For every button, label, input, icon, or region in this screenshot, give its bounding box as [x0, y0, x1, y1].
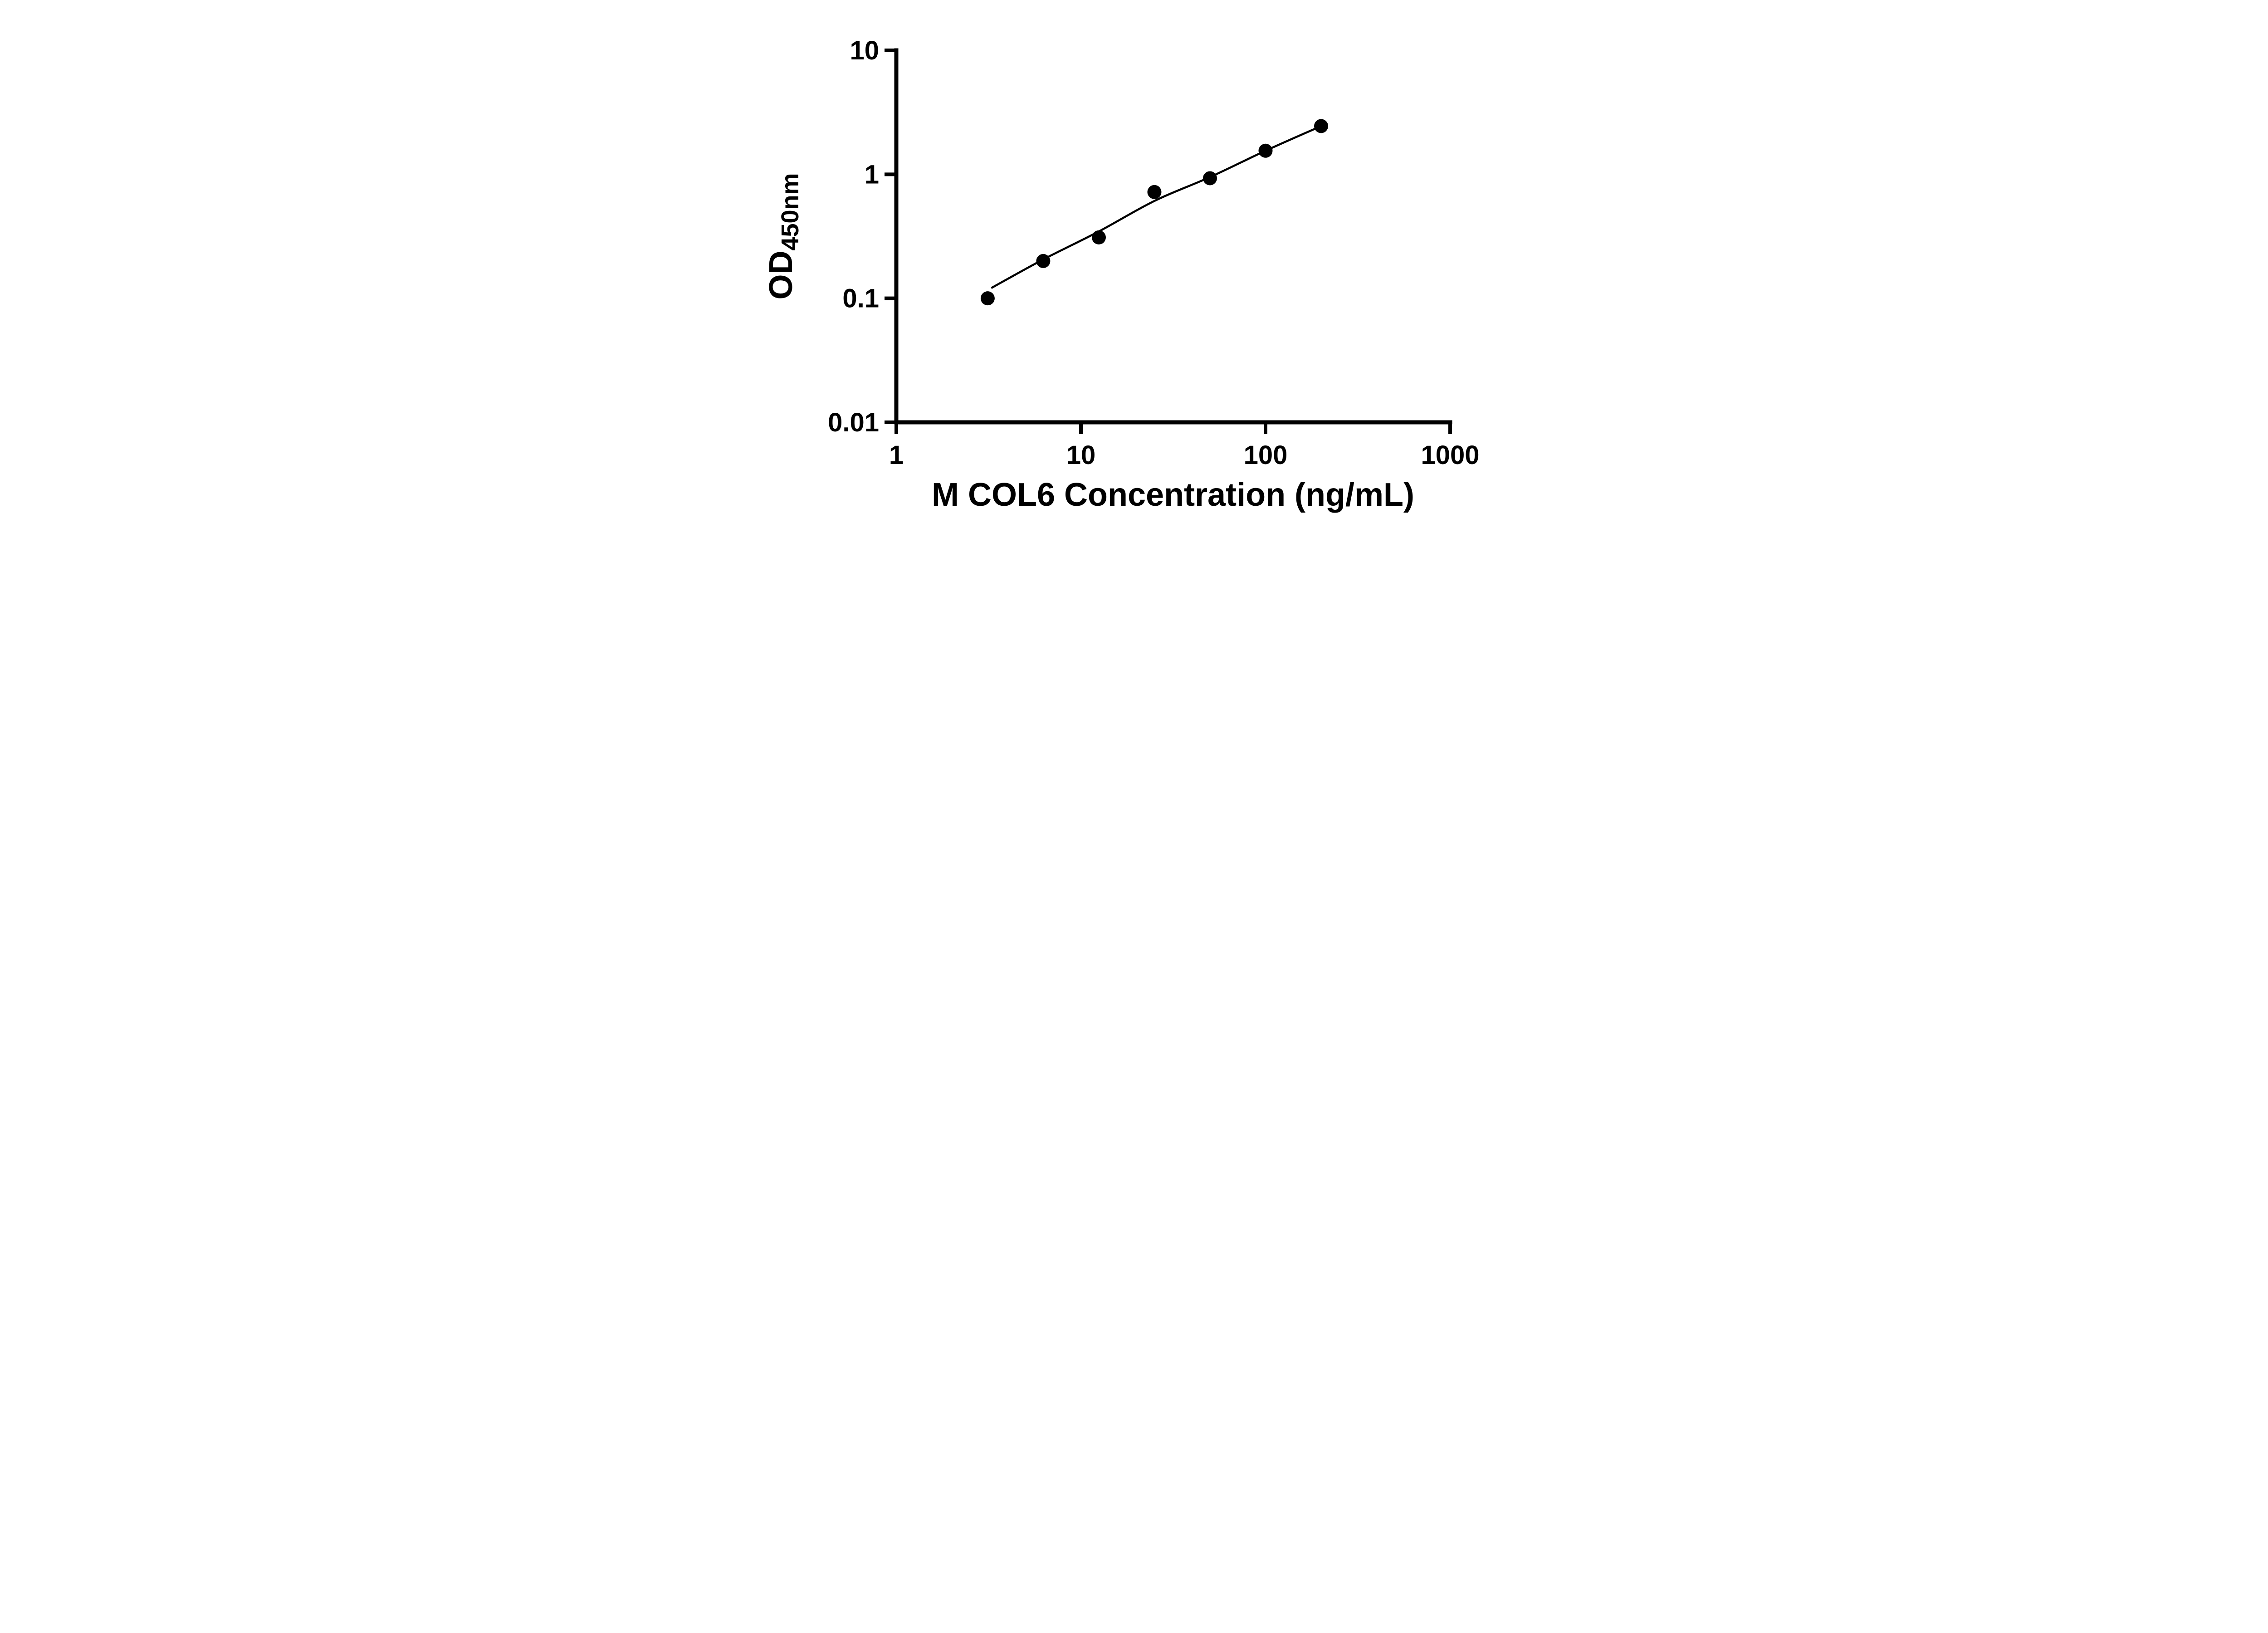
y-axis-tick-label: 0.1 [842, 284, 879, 313]
page: 1 10 100 1000 0.01 0.1 1 10 M COL6 Concentratio… [745, 0, 1523, 544]
elisa-standard-curve-figure: 1 10 100 1000 0.01 0.1 1 10 M COL6 Concentratio… [745, 0, 1523, 544]
data-point [1147, 185, 1162, 199]
y-axis-tick-label: 1 [865, 160, 879, 189]
plot-area: 1 10 100 1000 0.01 0.1 1 10 [828, 36, 1479, 470]
data-point [1258, 143, 1273, 158]
y-axis-tick-label: 0.01 [828, 408, 879, 437]
x-axis-tick-label: 10 [1066, 440, 1096, 470]
chart-canvas: 1 10 100 1000 0.01 0.1 1 10 M COL6 Concentratio… [745, 0, 1523, 544]
y-axis-title-subscript: 450nm [777, 173, 804, 250]
data-point [980, 291, 995, 306]
x-axis-tick-label: 100 [1244, 440, 1288, 470]
data-point [1202, 171, 1217, 186]
x-axis-title: M COL6 Concentration (ng/mL) [932, 477, 1414, 513]
data-point [1036, 254, 1051, 268]
data-point [1091, 230, 1106, 244]
data-point [1314, 119, 1329, 133]
x-axis-tick-label: 1 [889, 440, 904, 470]
y-axis-title-main: OD [763, 251, 799, 300]
y-axis-title: OD450nm [763, 173, 804, 299]
y-axis-tick-label: 10 [850, 36, 879, 65]
x-axis-tick-label: 1000 [1421, 440, 1479, 470]
